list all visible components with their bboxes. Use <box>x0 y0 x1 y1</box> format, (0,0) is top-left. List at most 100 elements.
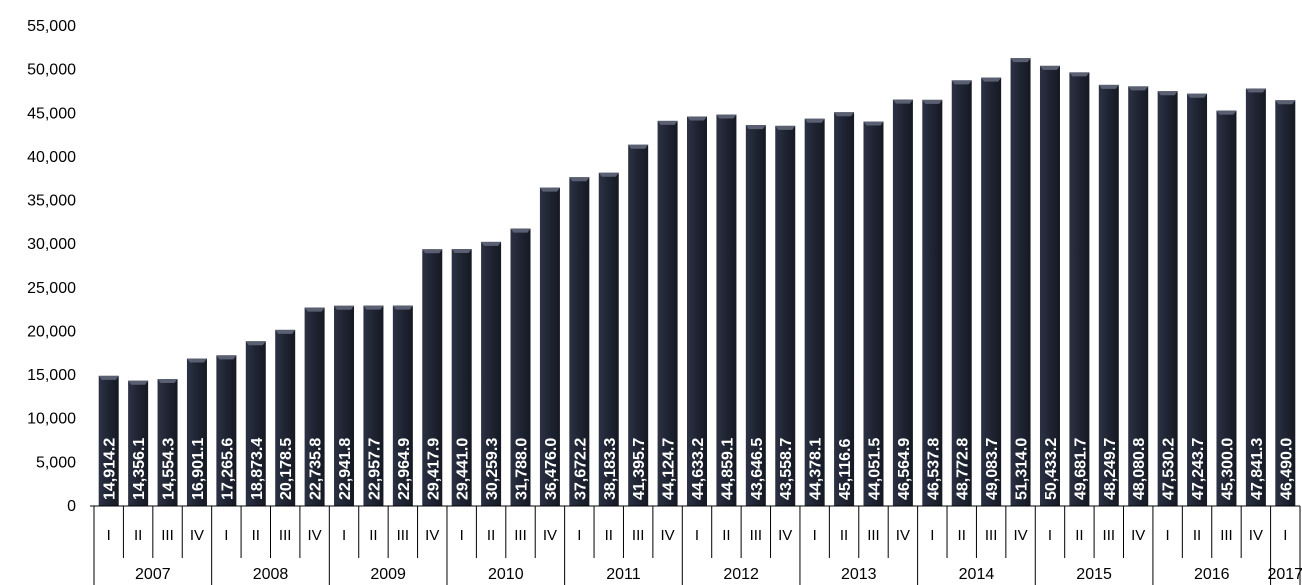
bar <box>1098 84 1119 506</box>
bar-bevel <box>275 329 296 334</box>
bar-value-label: 43,646.5 <box>749 438 766 500</box>
quarter-label: III <box>867 527 880 544</box>
quarter-label: IV <box>660 527 674 544</box>
bar-value-label: 17,265.6 <box>219 438 236 500</box>
bar-bevel <box>334 305 355 310</box>
year-label: 2016 <box>1194 566 1230 583</box>
year-label: 2010 <box>488 566 524 583</box>
bar-value-label: 31,788.0 <box>514 438 531 500</box>
bar-value-label: 47,841.3 <box>1249 438 1266 500</box>
quarter-label: IV <box>1249 527 1263 544</box>
bar-value-label: 38,183.3 <box>602 438 619 500</box>
year-label: 2015 <box>1076 566 1112 583</box>
quarter-label: IV <box>1131 527 1145 544</box>
bar <box>1275 100 1296 506</box>
year-label: 2011 <box>606 566 641 583</box>
y-tick-label: 0 <box>67 498 76 515</box>
bar <box>834 112 855 506</box>
bar-bevel <box>804 118 825 123</box>
y-tick-label: 10,000 <box>27 411 76 428</box>
bar <box>1039 65 1060 506</box>
y-tick-label: 45,000 <box>27 105 76 122</box>
bar-bevel <box>157 378 178 383</box>
bar-bevel <box>481 241 502 246</box>
bar <box>334 305 355 506</box>
quarter-label: II <box>252 527 260 544</box>
bar <box>981 77 1002 506</box>
bar-value-label: 18,873.4 <box>249 438 266 500</box>
quarter-label: II <box>840 527 848 544</box>
bar <box>510 228 531 506</box>
bar <box>1069 72 1090 507</box>
bar-bevel <box>863 121 884 126</box>
bar <box>775 125 796 506</box>
bar-value-label: 37,672.2 <box>572 438 589 500</box>
quarter-label: I <box>342 527 346 544</box>
quarter-label: I <box>1283 527 1287 544</box>
bar-bevel <box>716 114 737 119</box>
bar <box>804 118 825 506</box>
y-axis: 0 5,000 10,000 15,000 20,000 25,000 30,000 35,0… <box>27 18 76 515</box>
bar <box>481 241 502 507</box>
bar-value-label: 22,957.7 <box>366 438 383 500</box>
bar-bevel <box>1098 84 1119 89</box>
bar <box>275 329 296 506</box>
bars: 14,914.2 14,356.1 14,554.3 16,901.1 17,265.6… <box>98 58 1296 507</box>
quarter-label: I <box>695 527 699 544</box>
bar-value-label: 30,259.3 <box>484 438 501 500</box>
bar <box>598 172 619 507</box>
bar-value-label: 36,476.0 <box>543 438 560 500</box>
bar-bevel <box>1157 91 1178 96</box>
bar <box>1216 110 1237 507</box>
bar-value-label: 50,433.2 <box>1043 438 1060 500</box>
bar-bevel <box>392 305 413 310</box>
quarter-label: I <box>813 527 817 544</box>
bar-value-label: 49,681.7 <box>1072 438 1089 500</box>
bar-value-label: 44,859.1 <box>719 438 736 500</box>
bar <box>657 120 678 506</box>
bar-value-label: 29,417.9 <box>425 438 442 500</box>
y-tick-label: 30,000 <box>27 236 76 253</box>
quarter-label: III <box>632 527 645 544</box>
quarter-label: IV <box>1013 527 1027 544</box>
y-tick-label: 55,000 <box>27 18 76 35</box>
bar-bevel <box>304 307 325 312</box>
quarter-label: II <box>722 527 730 544</box>
quarter-label: III <box>1103 527 1116 544</box>
y-tick-label: 20,000 <box>27 323 76 340</box>
bar <box>157 378 178 506</box>
bar <box>922 99 943 506</box>
bar-value-label: 14,554.3 <box>161 438 178 500</box>
bar-value-label: 51,314.0 <box>1014 438 1031 500</box>
quarter-label: IV <box>543 527 557 544</box>
bar-bevel <box>1216 110 1237 115</box>
bar <box>128 380 149 506</box>
bar <box>363 305 384 506</box>
bar-bevel <box>363 305 384 310</box>
quarter-label: I <box>224 527 228 544</box>
bar <box>716 114 737 506</box>
bar-value-label: 48,772.8 <box>955 438 972 500</box>
bar <box>451 249 472 506</box>
y-tick-label: 5,000 <box>36 454 76 471</box>
quarter-label: II <box>605 527 613 544</box>
bar-value-label: 47,530.2 <box>1161 438 1178 500</box>
quarter-label: I <box>107 527 111 544</box>
bar <box>216 355 237 506</box>
year-label: 2009 <box>370 566 406 583</box>
y-tick-label: 40,000 <box>27 149 76 166</box>
bar-bevel <box>775 125 796 130</box>
bar-bevel <box>598 172 619 177</box>
bar-value-label: 46,564.9 <box>896 438 913 500</box>
year-label: 2012 <box>723 566 759 583</box>
bar <box>569 177 590 507</box>
bar-bevel <box>216 355 237 360</box>
bar-bevel <box>245 341 266 346</box>
quarter-label: I <box>577 527 581 544</box>
quarter-label: IV <box>425 527 439 544</box>
bar-bevel <box>539 187 560 192</box>
quarter-label: I <box>460 527 464 544</box>
bar-value-label: 14,356.1 <box>131 438 148 500</box>
quarter-label: III <box>750 527 763 544</box>
